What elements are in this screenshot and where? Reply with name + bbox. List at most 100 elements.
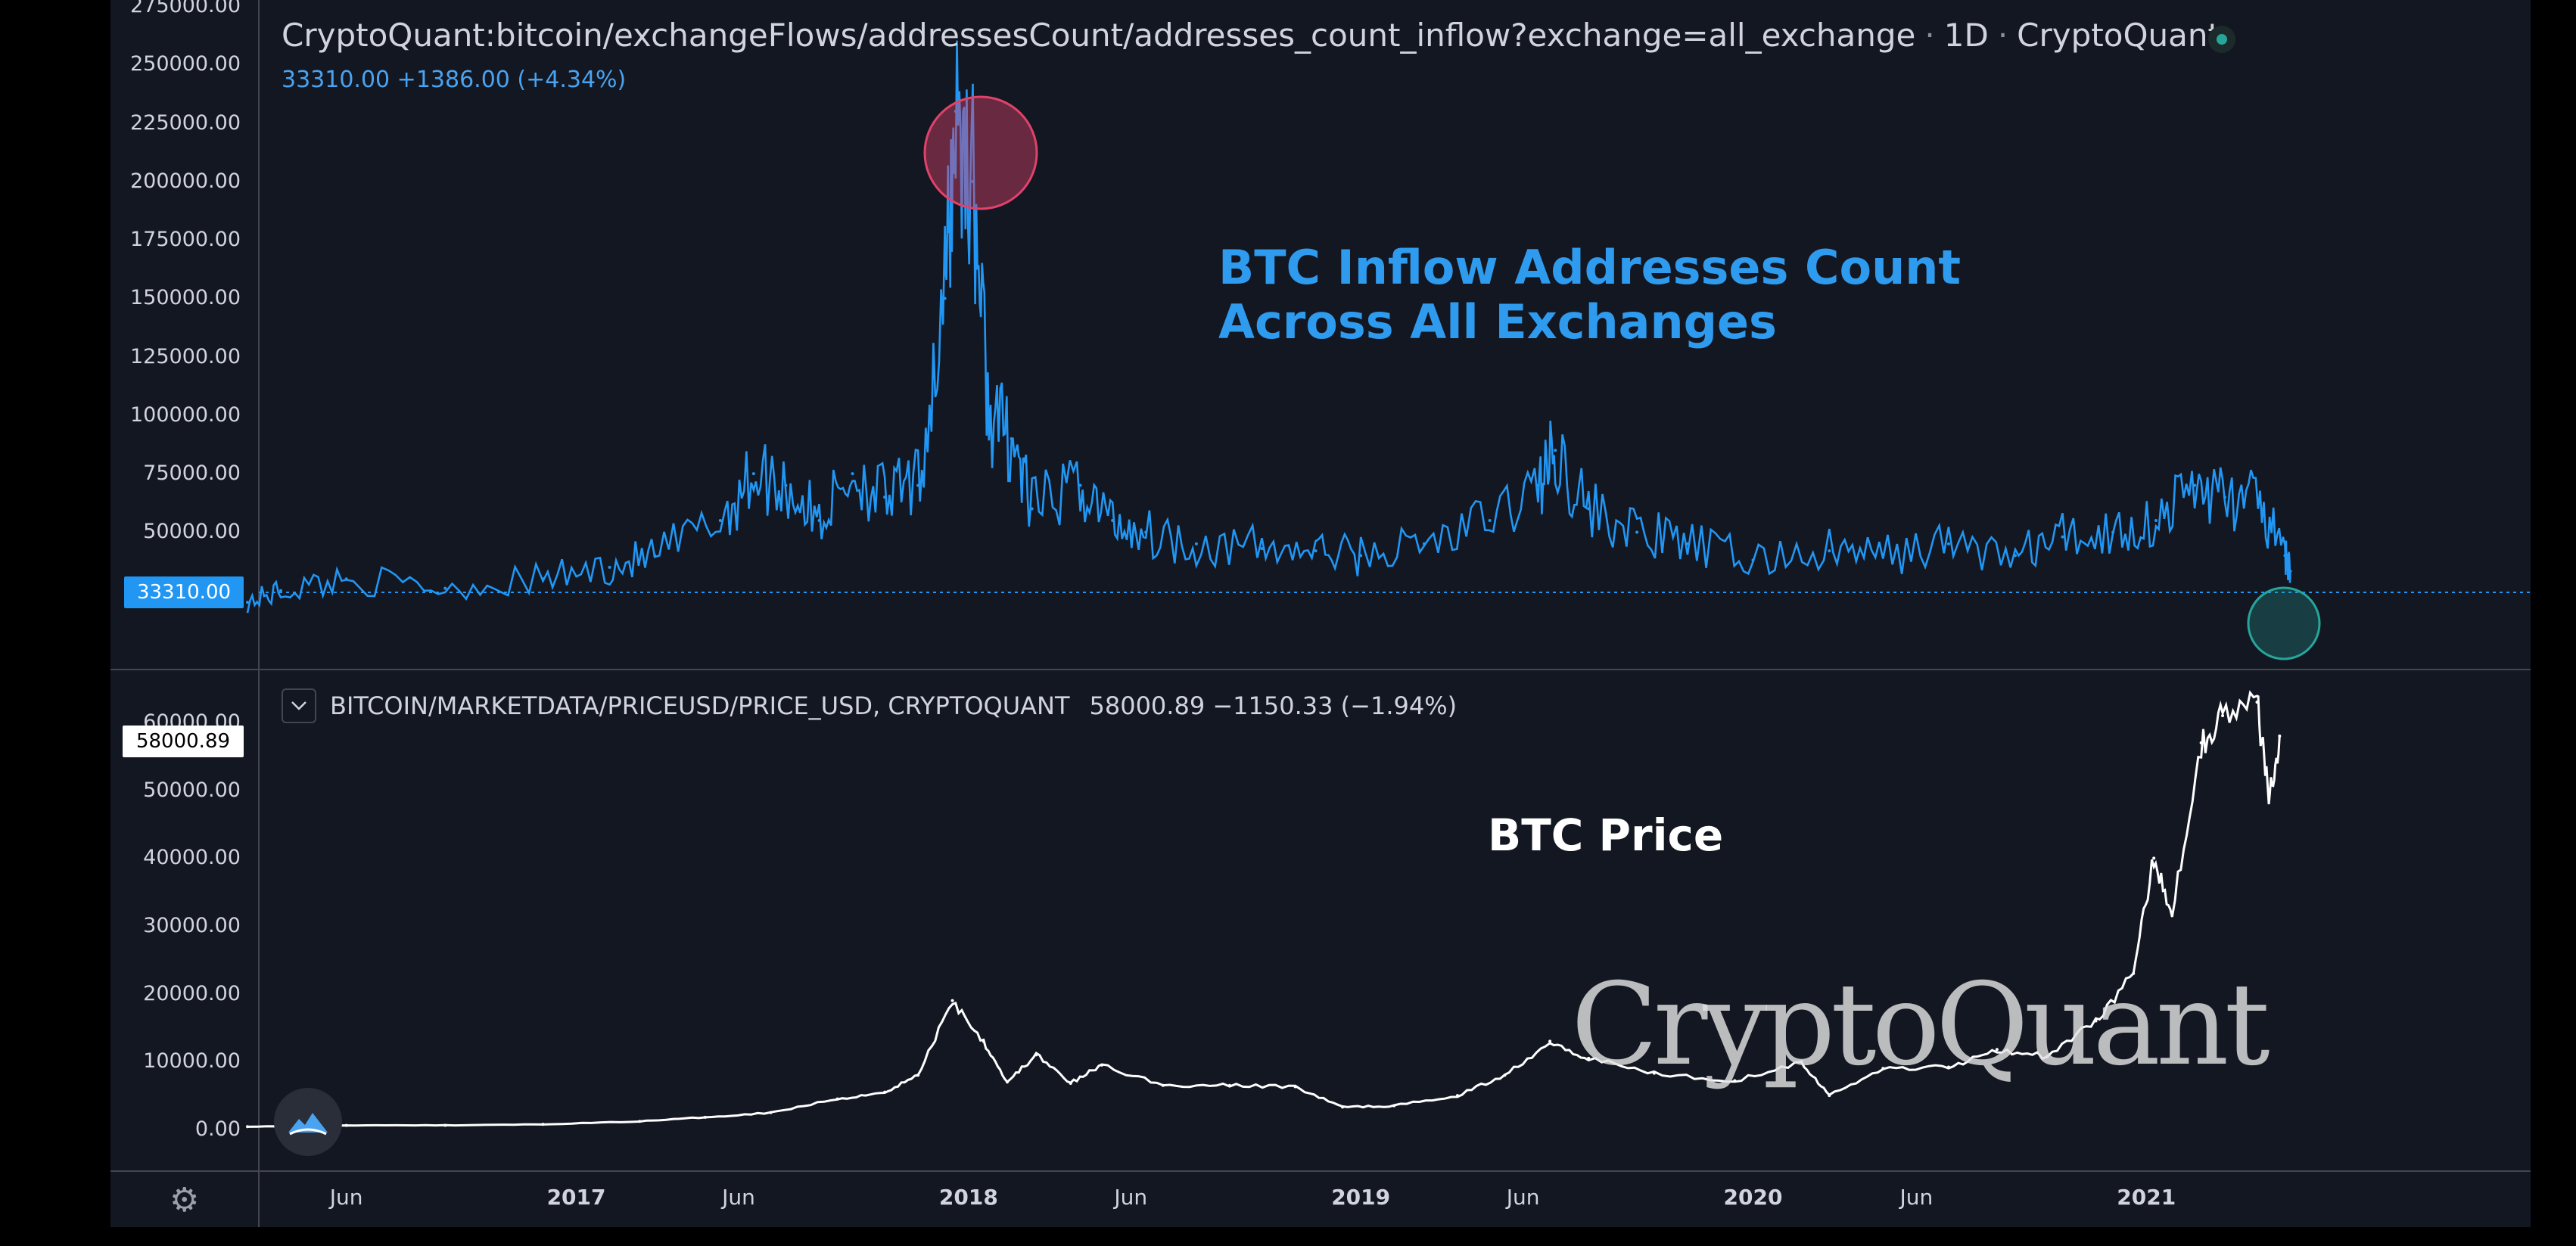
price-data-point — [1455, 1094, 1459, 1098]
price-data-point — [344, 1123, 348, 1127]
low-marker — [2247, 586, 2321, 660]
status-dot-icon — [2208, 26, 2235, 53]
inflow-data-point — [718, 519, 722, 522]
y-tick-label: 0.00 — [194, 1117, 241, 1141]
price-data-point — [1733, 1079, 1737, 1083]
y-tick-label: 150000.00 — [129, 286, 241, 310]
price-data-point — [638, 1120, 642, 1123]
chart-canvas[interactable] — [110, 0, 2531, 1227]
inflow-data-point — [817, 519, 821, 522]
cryptoquant-logo-icon — [288, 1113, 328, 1136]
price-data-point — [1881, 1067, 1885, 1070]
inflow-series-line — [246, 40, 2292, 614]
inflow-data-point — [608, 565, 611, 569]
price-data-point — [2046, 1055, 2049, 1058]
y-tick-label: 20000.00 — [143, 981, 241, 1005]
inflow-annotation-line2: Across All Exchanges — [1218, 294, 1777, 350]
price-data-point — [2255, 701, 2259, 704]
inflow-data-point — [2193, 483, 2197, 487]
inflow-data-point — [1194, 542, 1198, 545]
inflow-last-value-tag: 33310.00 — [124, 576, 244, 608]
price-data-point — [703, 1115, 707, 1119]
inflow-data-point — [2061, 535, 2064, 539]
price-data-point — [1161, 1083, 1165, 1087]
price-data-point — [2278, 734, 2282, 738]
price-data-point — [1227, 1083, 1231, 1087]
inflow-data-point — [2154, 519, 2158, 522]
inflow-data-point — [2013, 554, 2017, 558]
y-tick-label: 75000.00 — [143, 461, 241, 486]
inflow-data-point — [1260, 547, 1264, 551]
y-tick-label: 125000.00 — [129, 344, 241, 368]
x-tick-label: 2020 — [1723, 1185, 1783, 1210]
inflow-data-point — [1685, 542, 1689, 545]
price-series-line — [246, 690, 2282, 1129]
inflow-data-point — [971, 179, 975, 183]
inflow-data-point — [1078, 483, 1082, 487]
price-data-point — [1005, 1080, 1009, 1084]
y-tick-label: 250000.00 — [129, 52, 241, 76]
y-tick-label: 100000.00 — [129, 402, 241, 427]
inflow-data-point — [1488, 519, 1492, 522]
inflow-data-point — [279, 589, 283, 592]
inflow-data-point — [2283, 554, 2287, 558]
inflow-data-point — [653, 554, 657, 558]
price-data-point — [541, 1123, 545, 1126]
x-tick-label: 2017 — [546, 1185, 606, 1210]
price-legend-values: 58000.89 −1150.33 (−1.94%) — [1089, 691, 1458, 720]
interval-label[interactable]: 1D — [1943, 17, 1989, 54]
price-annotation: BTC Price — [1488, 809, 1724, 861]
logo-button[interactable] — [274, 1088, 342, 1156]
inflow-data-point — [987, 413, 991, 417]
inflow-data-point — [2111, 530, 2115, 534]
x-tick-label: 2018 — [938, 1185, 998, 1210]
price-data-point — [1587, 1056, 1591, 1060]
price-data-point — [1293, 1085, 1297, 1089]
y-tick-label: 200000.00 — [129, 169, 241, 193]
inflow-data-point — [1030, 507, 1034, 511]
inflow-data-point — [916, 483, 920, 487]
inflow-data-point — [1359, 554, 1363, 558]
watermark: CryptoQuant — [1571, 959, 2270, 1091]
inflow-data-point — [1422, 542, 1426, 545]
inflow-data-point — [943, 297, 947, 300]
price-data-point — [2199, 741, 2203, 744]
inflow-data-point — [1828, 549, 1831, 553]
gear-icon[interactable]: ⚙ — [170, 1182, 200, 1219]
y-tick-label: 30000.00 — [143, 914, 241, 937]
x-tick-label: Jun — [722, 1185, 755, 1210]
inflow-data-point — [784, 483, 788, 487]
inflow-data-point — [1536, 483, 1540, 487]
inflow-data-point — [1144, 530, 1148, 534]
price-data-point — [1034, 1053, 1038, 1057]
inflow-data-point — [751, 472, 755, 476]
price-data-point — [443, 1123, 447, 1127]
inflow-data-point — [1881, 554, 1885, 558]
price-data-point — [1828, 1094, 1831, 1098]
inflow-data-point — [344, 577, 348, 581]
inflow-data-point — [1946, 542, 1950, 545]
inflow-values: 33310.00 +1386.00 (+4.34%) — [282, 67, 627, 93]
collapse-button[interactable] — [282, 688, 316, 723]
chevron-down-icon — [291, 701, 306, 710]
price-data-point — [1069, 1082, 1072, 1086]
price-data-point — [1800, 1060, 1803, 1064]
inflow-data-point — [851, 472, 854, 476]
x-tick-label: 2021 — [2117, 1185, 2176, 1210]
price-data-point — [835, 1097, 839, 1101]
inflow-data-point — [2288, 570, 2292, 573]
x-tick-label: Jun — [1114, 1185, 1148, 1210]
y-tick-label: 40000.00 — [143, 846, 241, 870]
price-data-point — [246, 1125, 250, 1129]
inflow-line-path — [246, 40, 2291, 614]
y-tick-label: 175000.00 — [129, 228, 241, 252]
price-data-point — [1503, 1074, 1507, 1077]
price-data-point — [1548, 1039, 1552, 1043]
inflow-data-point — [1314, 549, 1318, 553]
price-last-value-tag: 58000.89 — [123, 726, 244, 757]
price-data-point — [2170, 911, 2174, 915]
price-data-point — [1946, 1065, 1950, 1069]
inflow-data-point — [1635, 530, 1639, 534]
inflow-data-point — [1554, 449, 1557, 452]
chart-window: CryptoQuant:bitcoin/exchangeFlows/addres… — [110, 0, 2531, 1227]
